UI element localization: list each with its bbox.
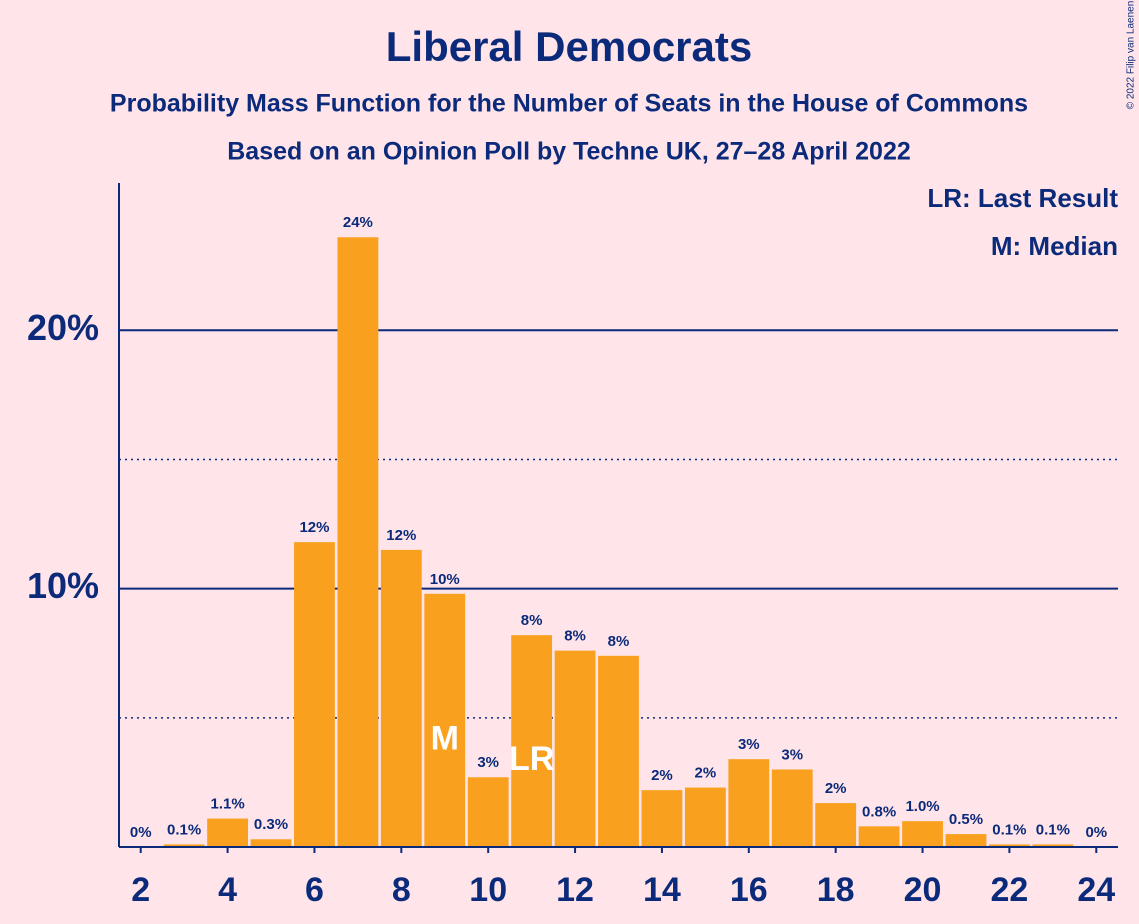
bar (467, 777, 509, 847)
bar (424, 593, 466, 847)
value-label: 0.5% (949, 811, 983, 828)
value-label: 3% (781, 746, 803, 763)
value-label: 10% (430, 571, 460, 588)
x-tick-label: 16 (730, 871, 768, 909)
bar (988, 844, 1030, 847)
value-label: 0.1% (992, 821, 1026, 838)
value-label: 0.8% (862, 803, 896, 820)
value-label: 12% (299, 519, 329, 536)
copyright: © 2022 Filip van Laenen (1126, 1, 1137, 110)
bar (684, 787, 726, 847)
bar (598, 655, 639, 847)
value-label: 3% (738, 736, 760, 753)
value-label: 0% (130, 824, 152, 841)
value-label: 2% (651, 767, 673, 784)
y-tick-label: 20% (27, 307, 99, 348)
value-label: 0% (1085, 824, 1107, 841)
value-label: 8% (564, 628, 586, 645)
x-tick-label: 8 (392, 871, 411, 909)
legend-entry: M: Median (991, 231, 1118, 261)
x-tick-label: 2 (131, 871, 150, 909)
x-tick-label: 22 (990, 871, 1028, 909)
x-tick-label: 24 (1077, 871, 1115, 909)
bar (728, 759, 770, 847)
x-tick-label: 10 (469, 871, 507, 909)
value-label: 8% (521, 612, 543, 629)
value-label: 0.3% (254, 816, 288, 833)
bar (380, 549, 422, 847)
value-label: 1.1% (210, 796, 244, 813)
bar (858, 826, 900, 847)
marker-label: LR (509, 740, 554, 778)
bar (902, 821, 943, 847)
bar (554, 650, 596, 847)
value-label: 3% (477, 754, 499, 771)
bar (337, 237, 379, 847)
bar (641, 790, 683, 847)
x-tick-label: 6 (305, 871, 324, 909)
chart-subtitle: Based on an Opinion Poll by Techne UK, 2… (227, 138, 911, 166)
bar (815, 803, 857, 847)
bar (771, 769, 813, 847)
bar (1032, 844, 1074, 847)
value-label: 12% (386, 527, 416, 544)
chart-subtitle: Probability Mass Function for the Number… (110, 90, 1028, 118)
bar (294, 542, 335, 847)
value-label: 2% (825, 780, 847, 797)
x-tick-label: 18 (817, 871, 855, 909)
y-tick-label: 10% (27, 565, 99, 606)
bar (945, 834, 987, 847)
bar (250, 839, 292, 847)
x-tick-label: 12 (556, 871, 594, 909)
x-tick-label: 14 (643, 871, 681, 909)
value-label: 0.1% (167, 821, 201, 838)
value-label: 1.0% (905, 798, 939, 815)
bar (207, 818, 249, 847)
chart-title: Liberal Democrats (386, 23, 752, 70)
bar (163, 844, 205, 847)
legend-entry: LR: Last Result (927, 183, 1118, 213)
value-label: 0.1% (1036, 821, 1070, 838)
value-label: 8% (608, 633, 630, 650)
marker-label: M (431, 719, 459, 757)
value-label: 24% (343, 214, 373, 231)
value-label: 2% (695, 765, 717, 782)
x-tick-label: 4 (218, 871, 237, 909)
x-tick-label: 20 (904, 871, 942, 909)
bar (511, 635, 553, 847)
